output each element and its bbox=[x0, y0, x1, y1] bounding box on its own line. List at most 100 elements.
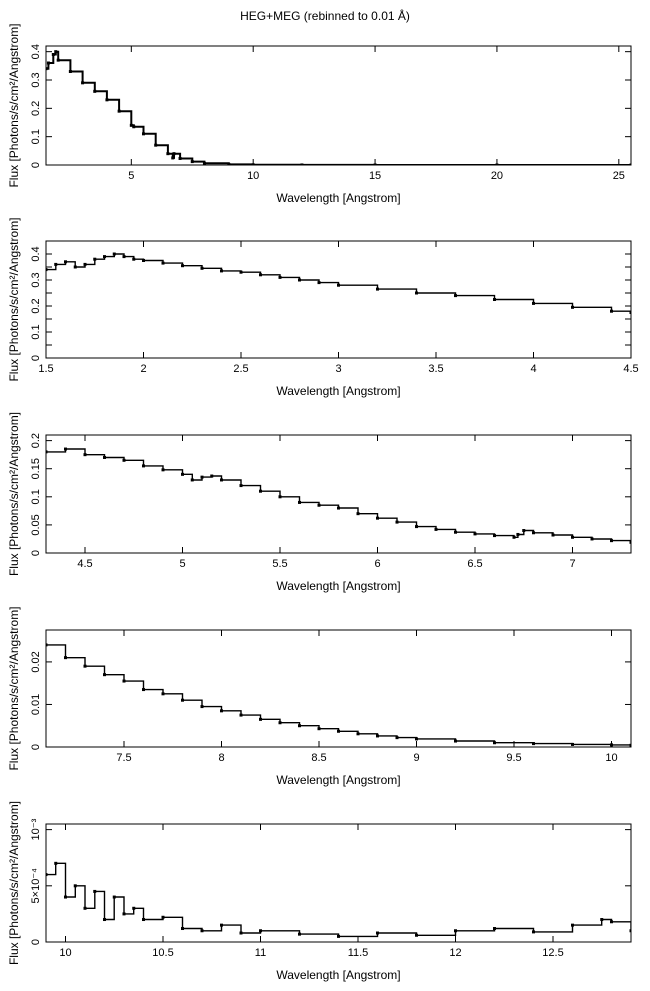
data-point bbox=[415, 525, 418, 529]
data-point bbox=[532, 531, 535, 535]
data-point bbox=[200, 929, 204, 933]
data-point bbox=[337, 506, 340, 510]
x-tick-label: 7 bbox=[569, 558, 575, 570]
plot-frame bbox=[45, 629, 632, 748]
x-tick-label: 8 bbox=[218, 752, 224, 764]
data-point bbox=[259, 717, 262, 721]
x-tick-label: 5.5 bbox=[272, 558, 287, 570]
x-tick-label: 12.5 bbox=[542, 947, 563, 959]
data-point bbox=[415, 737, 418, 741]
chart-panel-3: 4.5 5 5.5 6 6.5 7 0 0.05 0.1 0.15 0.2 Wavelength [A… bbox=[7, 412, 632, 593]
data-point bbox=[129, 123, 133, 127]
data-point bbox=[220, 923, 223, 927]
data-point bbox=[571, 923, 574, 927]
x-tick-label: 4 bbox=[530, 363, 536, 375]
data-point bbox=[337, 729, 340, 733]
data-point bbox=[190, 478, 194, 482]
data-point bbox=[571, 742, 574, 746]
data-point bbox=[493, 298, 496, 301]
data-point bbox=[454, 739, 457, 743]
data-point bbox=[239, 713, 243, 717]
data-point bbox=[122, 458, 126, 462]
data-point bbox=[132, 125, 136, 129]
data-point bbox=[46, 643, 48, 647]
data-point bbox=[610, 920, 613, 924]
x-tick-label: 5 bbox=[128, 170, 134, 182]
data-point bbox=[142, 688, 145, 692]
data-point bbox=[227, 162, 231, 165]
data-point bbox=[178, 156, 182, 160]
y-axis-label: Flux [Photons/s/cm²/Angstrom] bbox=[7, 217, 21, 381]
x-tick-label: 7.5 bbox=[116, 752, 131, 764]
data-point bbox=[83, 906, 87, 910]
data-point bbox=[298, 278, 301, 282]
data-point bbox=[220, 709, 223, 713]
data-point bbox=[54, 50, 58, 54]
data-point bbox=[142, 259, 145, 262]
x-tick-label: 15 bbox=[369, 170, 381, 182]
data-point bbox=[278, 495, 282, 499]
data-point bbox=[493, 927, 496, 931]
data-point bbox=[512, 535, 516, 539]
data-point bbox=[105, 98, 109, 102]
x-axis-label: Wavelength [Angstrom] bbox=[276, 191, 400, 205]
data-point bbox=[112, 252, 116, 256]
data-point bbox=[239, 931, 243, 935]
data-point bbox=[93, 89, 97, 93]
x-tick-label: 9.5 bbox=[506, 752, 521, 764]
data-point bbox=[142, 132, 145, 136]
data-point bbox=[161, 468, 165, 472]
spectrum-line bbox=[46, 50, 631, 165]
chart-panel-5: 10 10.5 11 11.5 12 12.5 0 5×10⁻⁴ 10⁻³ Wavelength … bbox=[7, 801, 632, 982]
data-point bbox=[317, 503, 321, 507]
x-tick-label: 10 bbox=[247, 170, 259, 182]
y-tick-label: 0.01 bbox=[30, 694, 42, 715]
data-point bbox=[112, 895, 116, 899]
data-point bbox=[356, 732, 360, 736]
data-point bbox=[46, 61, 50, 65]
y-tick-label: 0.15 bbox=[30, 458, 42, 479]
data-point bbox=[395, 520, 399, 524]
data-point bbox=[532, 742, 535, 746]
x-tick-label: 10.5 bbox=[152, 947, 173, 959]
data-point bbox=[181, 472, 184, 476]
y-axis-label: Flux [Photons/s/cm²/Angstrom] bbox=[7, 23, 21, 187]
x-tick-label: 6 bbox=[374, 558, 380, 570]
data-point bbox=[142, 464, 145, 468]
data-point bbox=[64, 447, 67, 451]
data-point bbox=[376, 931, 379, 935]
data-point bbox=[117, 109, 121, 113]
data-point bbox=[103, 255, 106, 259]
data-point bbox=[629, 540, 631, 544]
data-point bbox=[600, 918, 604, 922]
x-tick-label: 10 bbox=[59, 947, 71, 959]
data-point bbox=[200, 266, 204, 270]
spectrum-line bbox=[46, 253, 631, 313]
data-point bbox=[83, 262, 87, 266]
data-point bbox=[132, 257, 136, 261]
x-tick-label: 11.5 bbox=[348, 947, 369, 959]
data-point bbox=[239, 484, 243, 488]
x-tick-label: 9 bbox=[413, 752, 419, 764]
data-point bbox=[259, 929, 262, 933]
y-axis-label: Flux [Photons/s/cm²/Angstrom] bbox=[7, 606, 21, 770]
data-point bbox=[434, 527, 438, 531]
data-point bbox=[473, 532, 477, 536]
chart-panel-1: 5 10 15 20 25 0 0.1 0.2 0.3 0.4 Wavelength [Angstr… bbox=[7, 23, 632, 205]
y-tick-label: 0 bbox=[30, 550, 42, 556]
data-point bbox=[376, 516, 379, 520]
data-point bbox=[103, 455, 106, 459]
data-point bbox=[93, 889, 97, 893]
data-point bbox=[64, 656, 67, 660]
data-point bbox=[54, 262, 58, 266]
data-point bbox=[132, 906, 136, 910]
data-point bbox=[590, 537, 594, 541]
data-point bbox=[202, 161, 206, 165]
x-axis-label: Wavelength [Angstrom] bbox=[276, 579, 400, 593]
y-tick-label: 0.1 bbox=[30, 489, 42, 504]
data-point bbox=[337, 283, 340, 287]
x-tick-label: 11 bbox=[255, 947, 266, 959]
data-point bbox=[516, 532, 520, 536]
data-point bbox=[532, 301, 535, 305]
